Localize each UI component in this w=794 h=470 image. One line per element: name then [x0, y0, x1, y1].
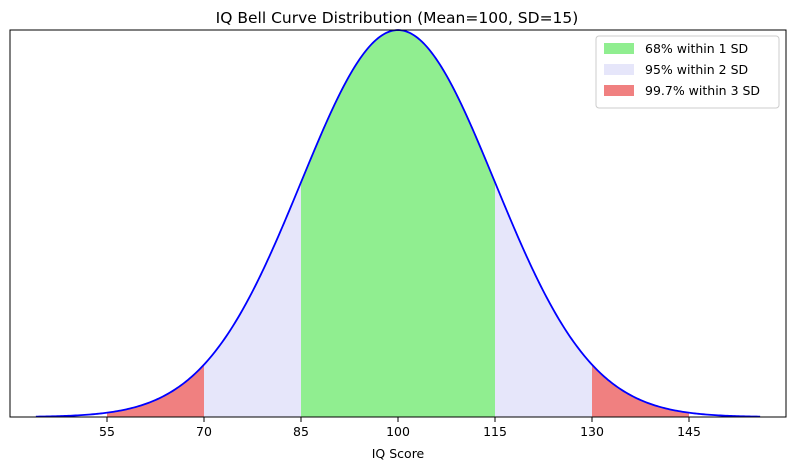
x-tick-label: 145 [677, 424, 701, 439]
legend-label: 68% within 1 SD [645, 41, 748, 56]
legend-label: 99.7% within 3 SD [645, 83, 760, 98]
legend-frame [595, 35, 780, 109]
x-axis-label: IQ Score [372, 446, 425, 461]
legend-swatch [604, 64, 634, 75]
band-3 [301, 30, 495, 418]
x-axis-ticks: 55 70 85 100 115 130 145 [99, 417, 701, 439]
legend-label: 95% within 2 SD [645, 62, 748, 77]
x-tick-label: 100 [386, 424, 410, 439]
sd-bands [107, 30, 689, 418]
legend-swatch [604, 43, 634, 54]
x-tick-label: 70 [196, 424, 212, 439]
legend: 68% within 1 SD 95% within 2 SD 99.7% with… [595, 35, 780, 109]
x-tick-label: 115 [483, 424, 507, 439]
legend-swatch [604, 85, 634, 96]
x-tick-label: 130 [580, 424, 604, 439]
x-tick-label: 55 [99, 424, 115, 439]
x-tick-label: 85 [293, 424, 309, 439]
chart-title: IQ Bell Curve Distribution (Mean=100, SD… [216, 9, 579, 27]
